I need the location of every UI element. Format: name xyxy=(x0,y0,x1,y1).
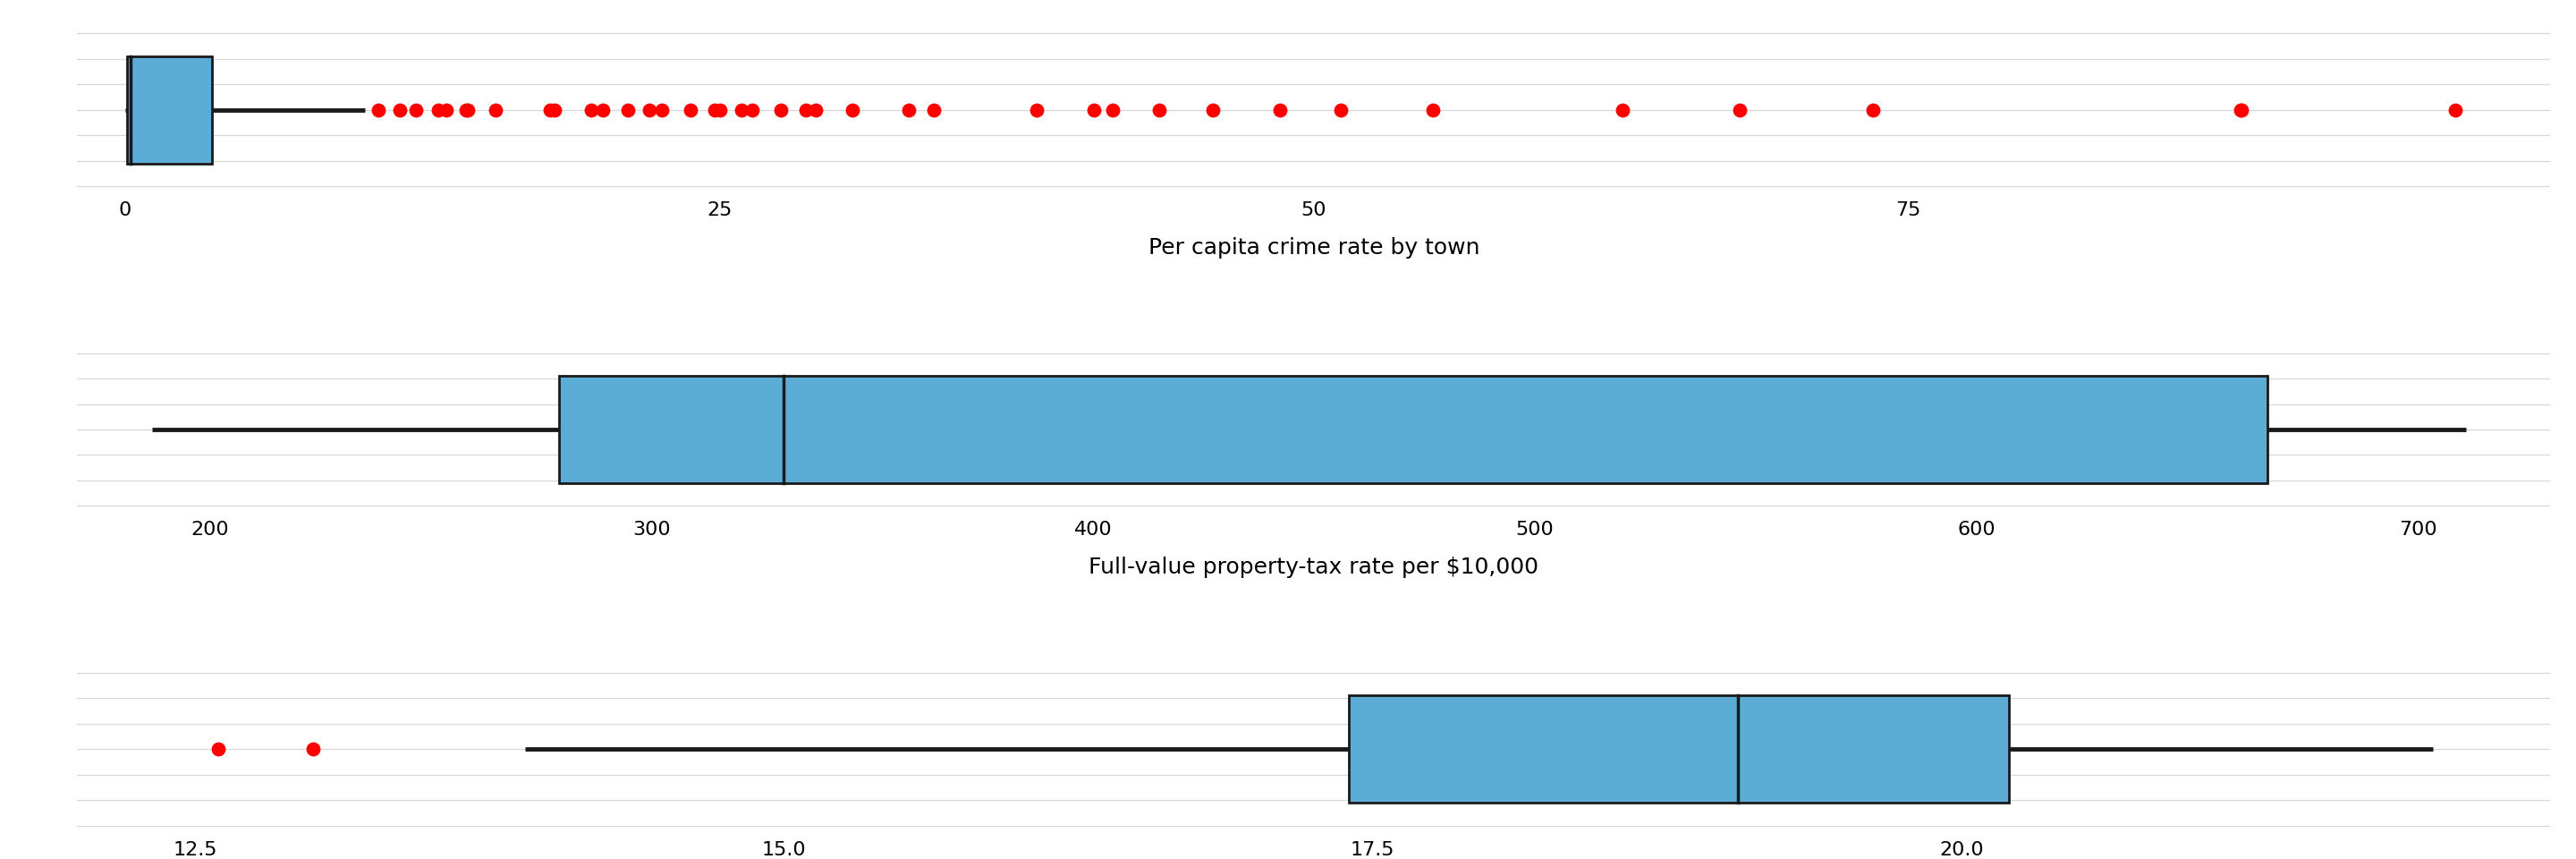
Point xyxy=(1718,103,1759,117)
Bar xyxy=(126,57,211,163)
Point xyxy=(448,103,489,117)
Point xyxy=(914,103,956,117)
Point xyxy=(1074,103,1115,117)
Point xyxy=(889,103,930,117)
Bar xyxy=(1350,696,2009,802)
X-axis label: Full-value property-tax rate per $10,000: Full-value property-tax rate per $10,000 xyxy=(1090,557,1538,578)
Point xyxy=(832,103,873,117)
Point xyxy=(2221,103,2262,117)
Point xyxy=(1852,103,1893,117)
Point xyxy=(608,103,649,117)
Point xyxy=(760,103,801,117)
Point xyxy=(1260,103,1301,117)
Point xyxy=(670,103,711,117)
Point xyxy=(701,103,742,117)
Point xyxy=(582,103,623,117)
Point xyxy=(721,103,762,117)
Point xyxy=(786,103,827,117)
Point xyxy=(198,742,240,756)
Point xyxy=(1602,103,1643,117)
Point xyxy=(569,103,611,117)
Point xyxy=(291,742,332,756)
Point xyxy=(1412,103,1453,117)
Point xyxy=(1319,103,1360,117)
Point xyxy=(1193,103,1234,117)
Point xyxy=(1015,103,1056,117)
Point xyxy=(533,103,574,117)
Point xyxy=(446,103,487,117)
Point xyxy=(474,103,515,117)
Bar xyxy=(559,376,2267,483)
Point xyxy=(641,103,683,117)
X-axis label: Per capita crime rate by town: Per capita crime rate by town xyxy=(1149,237,1479,259)
Point xyxy=(379,103,420,117)
Point xyxy=(693,103,734,117)
Point xyxy=(629,103,670,117)
Point xyxy=(1092,103,1133,117)
Point xyxy=(417,103,459,117)
Point xyxy=(358,103,399,117)
Point xyxy=(2221,103,2262,117)
Point xyxy=(796,103,837,117)
Point xyxy=(732,103,773,117)
Point xyxy=(528,103,569,117)
Point xyxy=(397,103,438,117)
Point xyxy=(2434,103,2476,117)
Point xyxy=(425,103,466,117)
Point xyxy=(1139,103,1180,117)
